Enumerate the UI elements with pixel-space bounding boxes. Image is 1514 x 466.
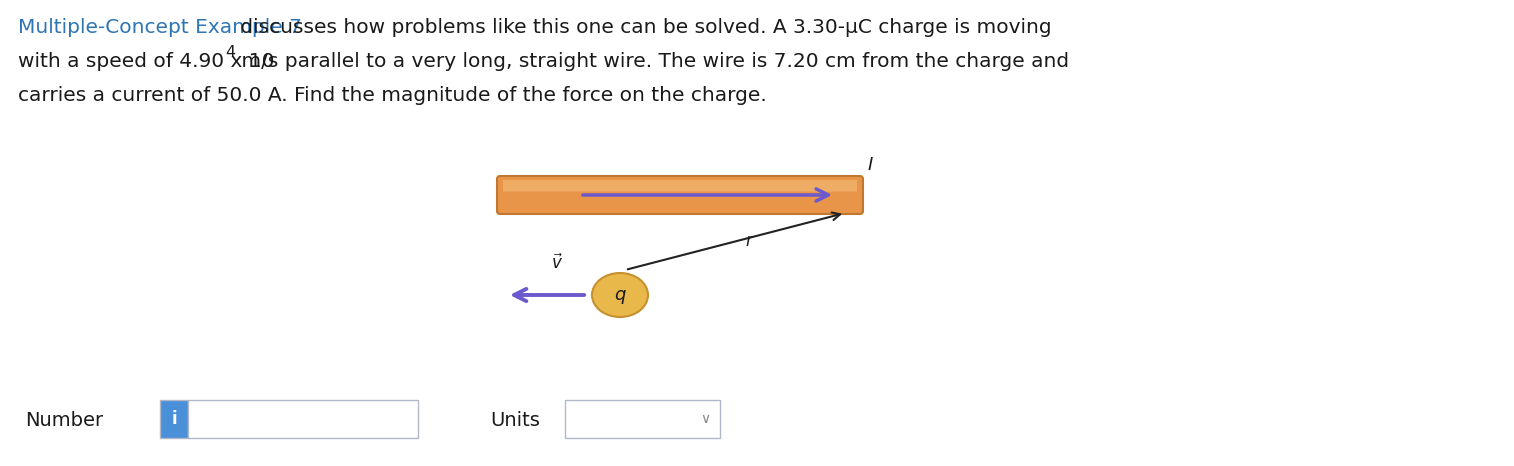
Text: m/s parallel to a very long, straight wire. The wire is 7.20 cm from the charge : m/s parallel to a very long, straight wi… (235, 52, 1069, 71)
Text: with a speed of 4.90 x 10: with a speed of 4.90 x 10 (18, 52, 274, 71)
Text: Units: Units (491, 411, 540, 430)
FancyBboxPatch shape (503, 180, 857, 192)
Text: carries a current of 50.0 A. Find the magnitude of the force on the charge.: carries a current of 50.0 A. Find the ma… (18, 86, 766, 105)
FancyBboxPatch shape (497, 176, 863, 214)
Text: ∨: ∨ (699, 412, 710, 426)
Text: q: q (615, 286, 625, 304)
Text: r: r (745, 233, 752, 251)
FancyBboxPatch shape (565, 400, 721, 438)
Text: discusses how problems like this one can be solved. A 3.30-μC charge is moving: discusses how problems like this one can… (233, 18, 1051, 37)
Text: Number: Number (26, 411, 103, 430)
Ellipse shape (592, 273, 648, 317)
FancyBboxPatch shape (160, 400, 188, 438)
Text: i: i (171, 410, 177, 428)
Text: $\vec{v}$: $\vec{v}$ (551, 254, 563, 273)
Text: Multiple-Concept Example 7: Multiple-Concept Example 7 (18, 18, 301, 37)
Text: 4: 4 (226, 45, 236, 60)
FancyBboxPatch shape (188, 400, 418, 438)
Text: I: I (868, 156, 874, 174)
